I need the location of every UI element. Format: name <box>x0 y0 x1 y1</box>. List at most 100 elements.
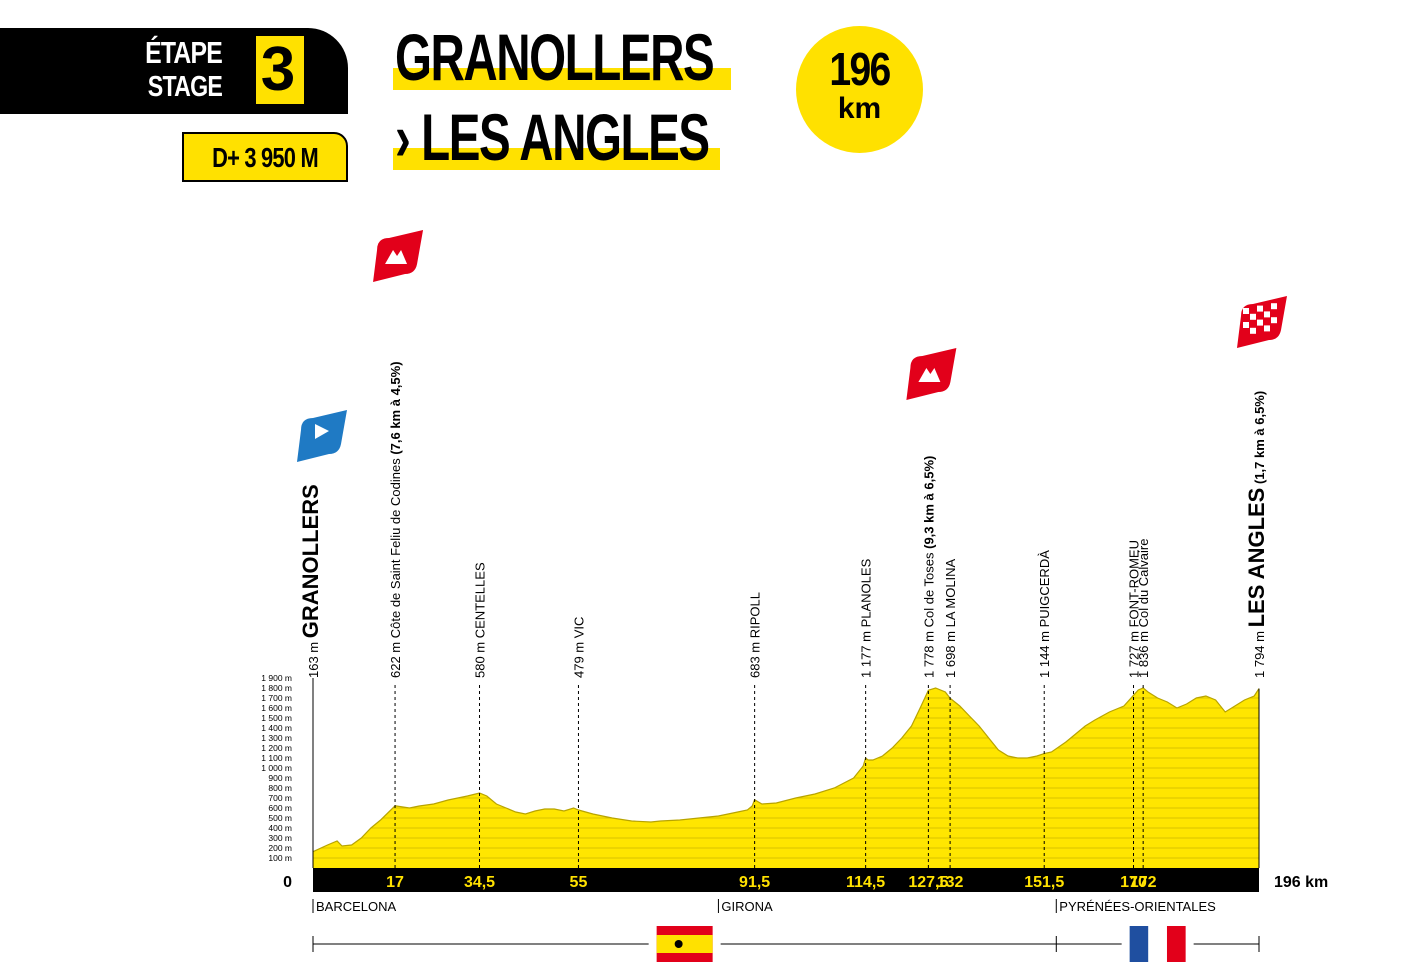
y-tick-label: 400 m <box>268 823 292 833</box>
checker-square <box>1243 308 1249 314</box>
region-label: BARCELONA <box>316 899 397 914</box>
title-highlight-1 <box>393 68 731 90</box>
km-marker-label: 172 <box>1130 874 1157 891</box>
point-name: Col de Toses <box>921 552 936 627</box>
km-marker-label: 170 <box>1120 874 1147 891</box>
point-name: PLANOLES <box>859 558 874 627</box>
km-marker-label: 132 <box>937 874 964 891</box>
region-label: PYRÉNÉES-ORIENTALES <box>1059 899 1216 914</box>
mountain-icon <box>918 368 941 382</box>
climb-flag <box>906 348 957 400</box>
point-altitude: 1 698 m <box>943 627 958 678</box>
finish-flag <box>1237 296 1287 348</box>
km-marker-label: 91,5 <box>739 874 770 891</box>
title-start-town: GRANOLLERS <box>395 20 715 94</box>
distance-circle <box>796 26 923 153</box>
point-name: LES ANGLES <box>1244 488 1269 628</box>
etape-label: ÉTAPE <box>145 35 223 70</box>
region-label: GIRONA <box>721 899 773 914</box>
y-tick-label: 900 m <box>268 773 292 783</box>
point-altitude: 1 727 m <box>1127 627 1142 678</box>
point-name: VIC <box>571 617 586 639</box>
km-marker-label: 114,5 <box>846 874 885 891</box>
y-tick-label: 1 500 m <box>261 713 292 723</box>
point-name: RIPOLL <box>748 592 763 638</box>
checker-square <box>1243 322 1249 328</box>
stage-number: 3 <box>252 36 304 104</box>
y-tick-label: 1 700 m <box>261 693 292 703</box>
checker-square <box>1250 327 1256 334</box>
point-name: Col du Calvaire <box>1136 539 1151 628</box>
km-marker-label: 151,5 <box>1024 874 1064 891</box>
point-label: 1 727 m FONT-ROMEU <box>1127 540 1142 678</box>
distance-value: 196 <box>829 43 891 95</box>
france-flag-white <box>1148 926 1167 962</box>
checker-square <box>1250 313 1256 320</box>
elevation-gain-badge: D+ 3 950 M <box>182 132 348 182</box>
y-tick-label: 500 m <box>268 813 292 823</box>
climb-flag <box>373 230 424 282</box>
y-tick-label: 100 m <box>268 853 292 863</box>
y-tick-label: 600 m <box>268 803 292 813</box>
point-name: LA MOLINA <box>943 558 958 627</box>
point-label: 1 794 m LES ANGLES (1,7 km à 6,5%) <box>1244 391 1269 678</box>
spain-flag-emblem <box>674 940 683 948</box>
title-finish-town: › LES ANGLES <box>395 100 710 174</box>
point-altitude: 1 794 m <box>1252 627 1267 678</box>
start-flag-body <box>297 410 347 462</box>
point-label: 1 698 m LA MOLINA <box>943 558 958 678</box>
x-start-label: 0 <box>283 874 292 891</box>
x-end-label: 196 km <box>1274 874 1328 891</box>
y-tick-label: 700 m <box>268 793 292 803</box>
point-label: 580 m CENTELLES <box>473 562 488 678</box>
france-flag-red <box>1166 926 1186 962</box>
point-altitude: 1 177 m <box>859 627 874 678</box>
point-altitude: 1 144 m <box>1037 627 1052 678</box>
checker-square <box>1264 325 1270 332</box>
y-tick-label: 1 900 m <box>261 673 292 683</box>
point-name: CENTELLES <box>473 562 488 638</box>
point-name: GRANOLLERS <box>298 484 323 638</box>
point-climb: (1,7 km à 6,5%) <box>1252 391 1267 488</box>
km-marker-label: 127,5 <box>908 874 948 891</box>
point-altitude: 479 m <box>571 638 586 678</box>
y-tick-label: 1 400 m <box>261 723 292 733</box>
y-tick-label: 1 000 m <box>261 763 292 773</box>
distance-unit: km <box>837 92 882 125</box>
point-label: 1 144 m PUIGCERDÀ <box>1037 550 1052 678</box>
point-altitude: 1 836 m <box>1136 627 1151 678</box>
start-flag <box>297 410 347 462</box>
y-tick-label: 1 200 m <box>261 743 292 753</box>
elevation-profile-line <box>312 687 1260 853</box>
km-marker-label: 17 <box>386 874 404 891</box>
point-label: 1 836 m Col du Calvaire <box>1136 539 1151 678</box>
elevation-gain-text: D+ 3 950 M <box>212 142 318 173</box>
france-flag-blue <box>1129 926 1149 962</box>
point-climb: (9,3 km à 6,5%) <box>921 456 936 553</box>
france-flag <box>1129 926 1186 962</box>
point-altitude: 580 m <box>473 638 488 678</box>
point-altitude: 683 m <box>748 638 763 678</box>
point-altitude: 622 m <box>388 638 403 678</box>
y-tick-label: 800 m <box>268 783 292 793</box>
elevation-profile-area <box>313 688 1259 868</box>
point-altitude: 1 778 m <box>921 627 936 678</box>
spain-flag <box>656 926 713 962</box>
point-label: 163 m GRANOLLERS <box>298 484 323 678</box>
point-climb: (7,6 km à 4,5%) <box>388 361 403 458</box>
checker-square <box>1264 311 1270 318</box>
point-name: FONT-ROMEU <box>1127 540 1142 627</box>
title-highlight-2 <box>393 148 720 170</box>
point-label: 479 m VIC <box>571 617 586 678</box>
point-label: 1 177 m PLANOLES <box>859 558 874 678</box>
km-bar <box>313 868 1259 892</box>
checker-square <box>1257 305 1263 312</box>
y-tick-label: 200 m <box>268 843 292 853</box>
checker-square <box>1271 303 1277 310</box>
point-name: PUIGCERDÀ <box>1037 550 1052 628</box>
stage-label: STAGE <box>147 71 223 103</box>
checker-square <box>1257 319 1263 326</box>
y-tick-label: 1 100 m <box>261 753 292 763</box>
km-marker-label: 55 <box>570 874 588 891</box>
